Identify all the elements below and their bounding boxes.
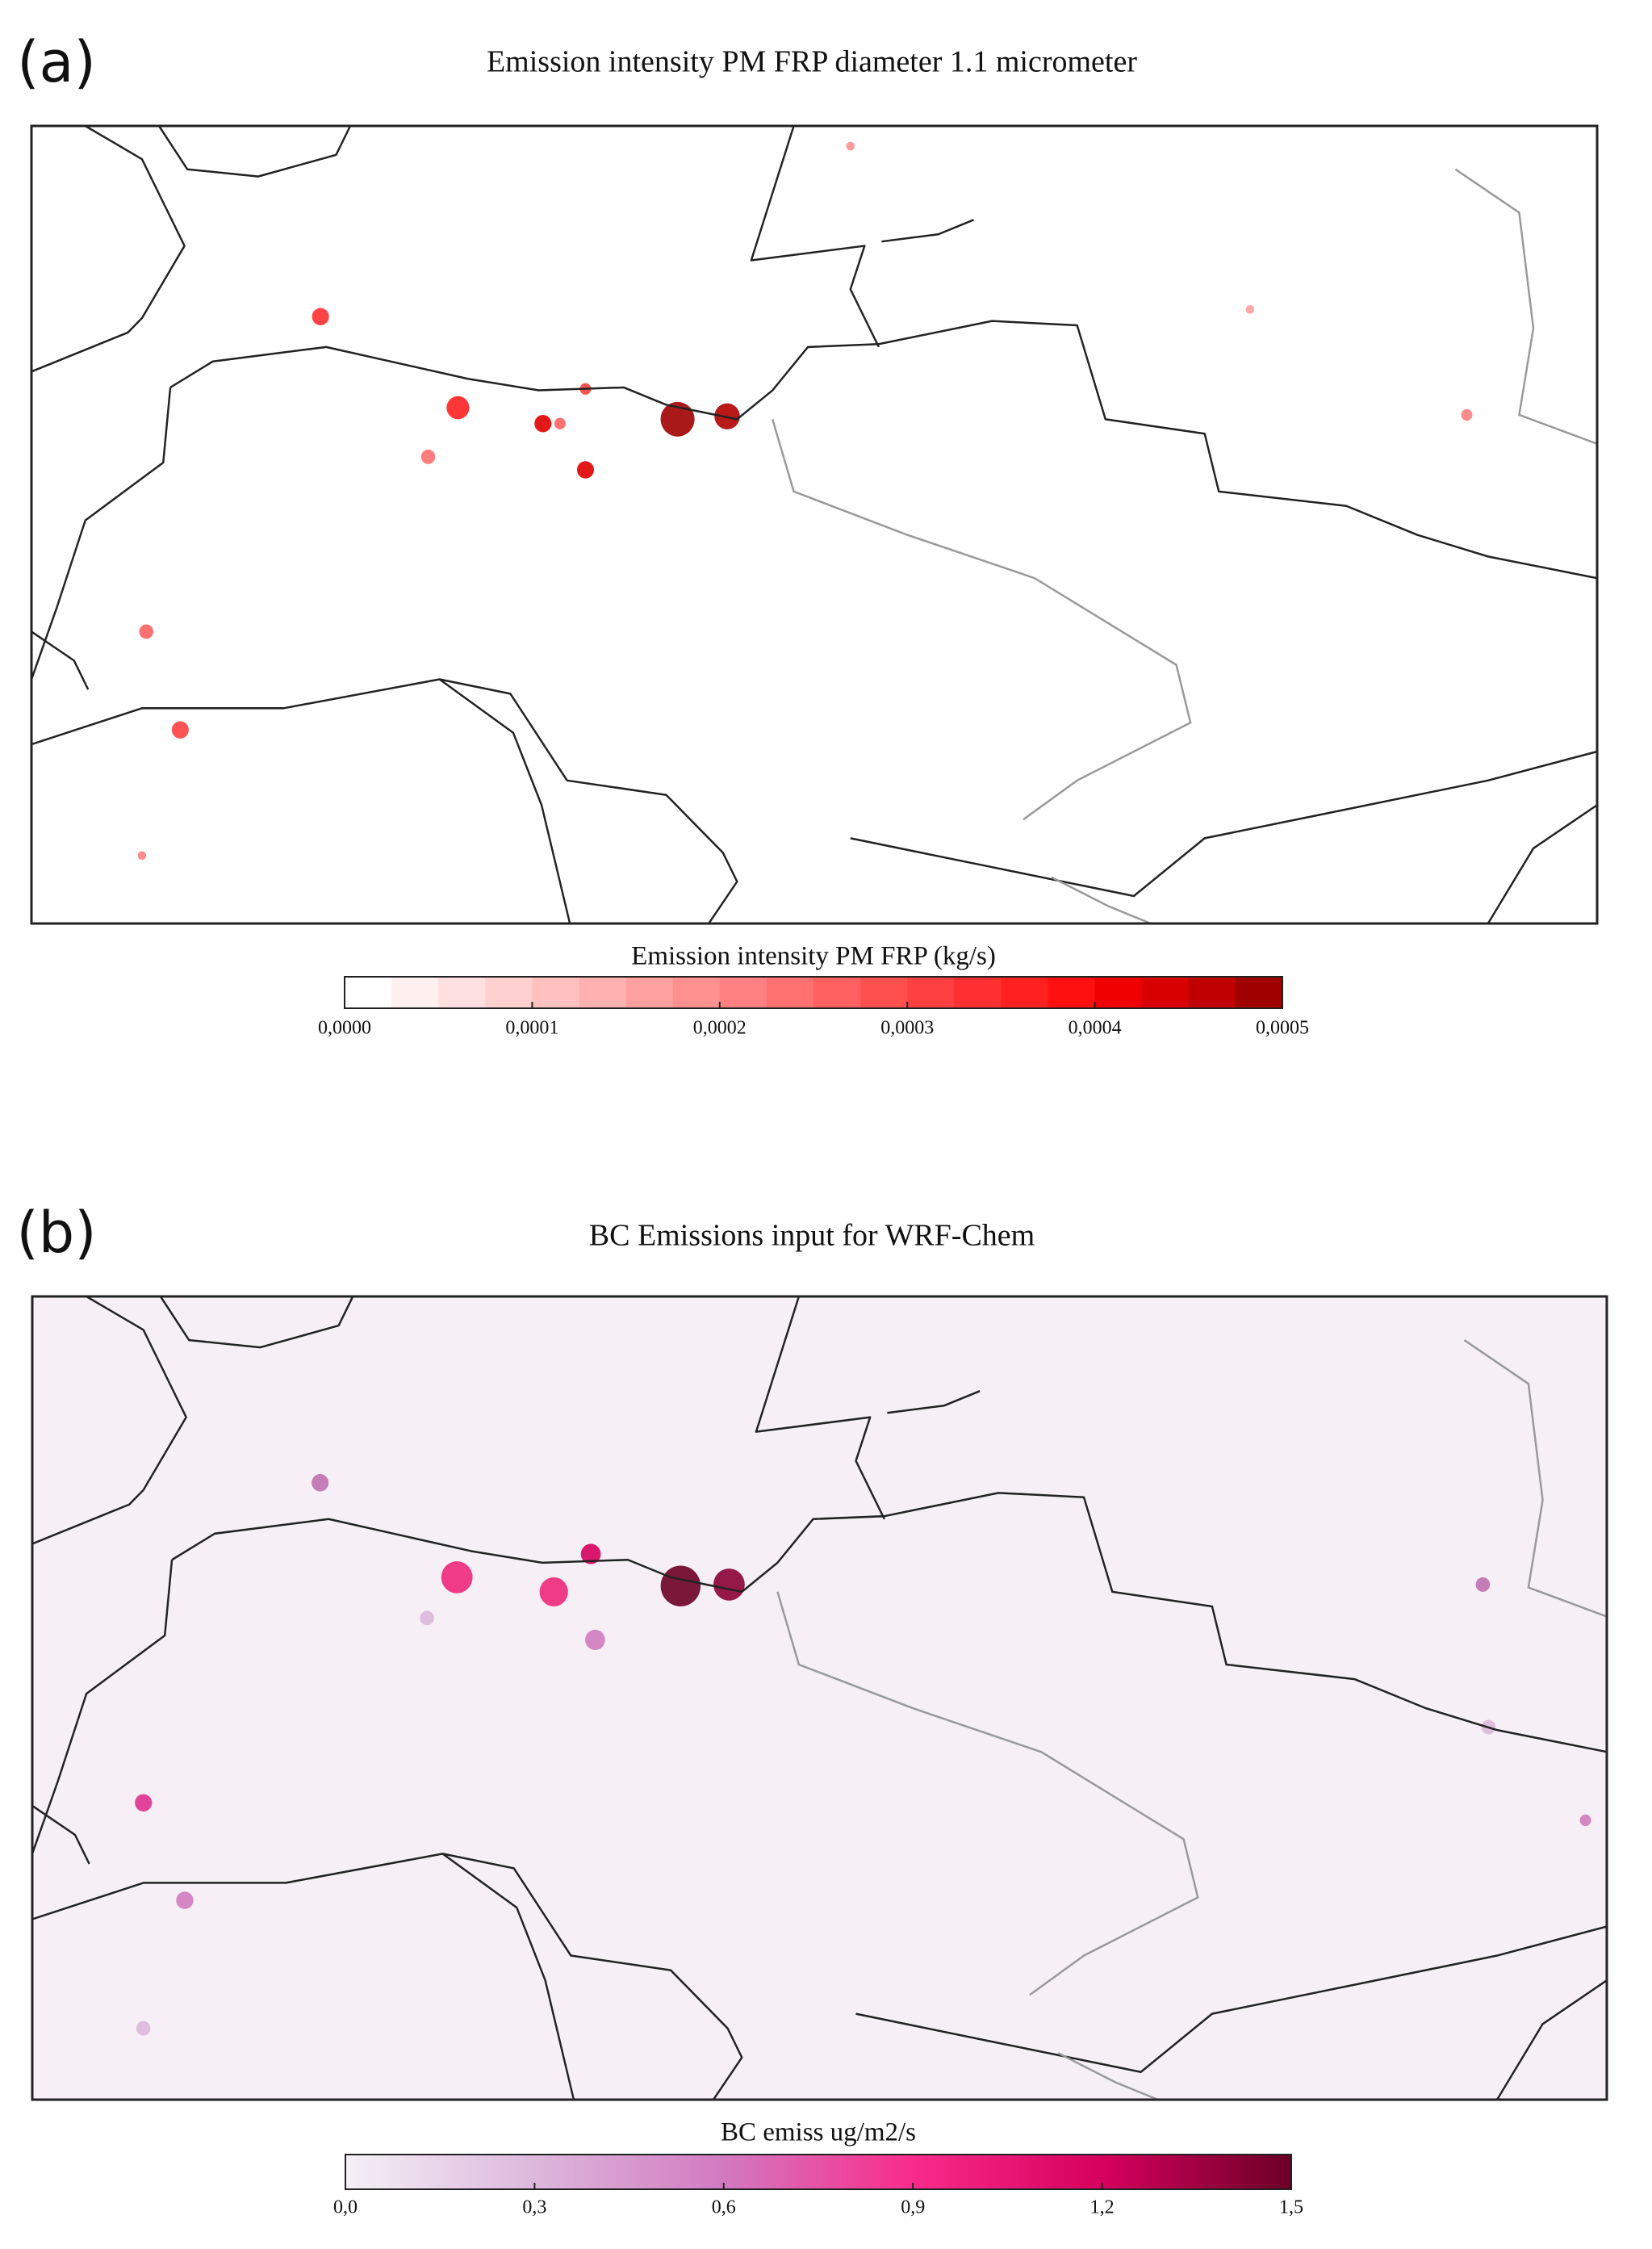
colorbar-bin — [1141, 977, 1190, 1008]
emission-spot — [585, 1629, 605, 1651]
colorbar-bin — [719, 977, 767, 1008]
emission-spot — [312, 308, 329, 325]
colorbar-tick-label: 0,9 — [901, 2197, 925, 2218]
emission-spot — [136, 2021, 151, 2036]
emission-spot — [137, 851, 147, 861]
emission-spot — [441, 1561, 473, 1594]
map — [31, 1295, 1608, 2101]
emission-spot — [135, 1794, 153, 1812]
emission-spot — [576, 461, 594, 479]
map-frame — [31, 1295, 1608, 2101]
panels: (a) Emission intensity PM FRP diameter 1.… — [16, 29, 1608, 2218]
colorbar-tick-label: 0,3 — [522, 2197, 546, 2218]
emission-spot — [1579, 1814, 1591, 1827]
colorbar-bin — [766, 977, 814, 1008]
colorbar-tick-label: 0,0 — [333, 2197, 358, 2218]
colorbar-bin — [1001, 977, 1048, 1008]
map-background — [32, 1296, 1607, 2100]
colorbar-frame — [345, 2154, 1292, 2190]
map-frame — [30, 124, 1599, 925]
emission-spot — [539, 1577, 568, 1606]
colorbar-bin — [438, 977, 486, 1008]
colorbar-frame — [344, 976, 1283, 1009]
colorbar-label: BC emiss ug/m2/s — [721, 2118, 916, 2147]
colorbar-tick-label: 0,0004 — [1069, 1018, 1122, 1039]
colorbar-bin — [1048, 977, 1096, 1008]
map-content — [31, 1295, 1608, 2101]
colorbar-bin — [907, 977, 955, 1008]
colorbar-bin — [485, 977, 533, 1008]
colorbar-bin — [579, 977, 627, 1008]
panel-title: Emission intensity PM FRP diameter 1.1 m… — [487, 45, 1137, 79]
emission-spot — [1475, 1577, 1491, 1592]
emission-spot — [554, 417, 566, 429]
emission-spot — [312, 1473, 329, 1492]
colorbar-label: Emission intensity PM FRP (kg/s) — [631, 942, 996, 971]
map-background — [31, 126, 1597, 923]
colorbar-bin — [391, 977, 439, 1008]
colorbar-tick-label: 0,6 — [712, 2197, 736, 2218]
panel-label: (a) — [17, 29, 96, 95]
panel: (a) Emission intensity PM FRP diameter 1.… — [17, 29, 1599, 1039]
colorbar-tick-label: 0,0001 — [505, 1018, 558, 1039]
emission-spot — [176, 1891, 194, 1909]
emission-spot — [534, 414, 552, 433]
colorbar-bin — [532, 977, 579, 1008]
emission-spot — [713, 1568, 745, 1601]
colorbar-bin — [1188, 977, 1236, 1008]
colorbar-bin — [954, 977, 1002, 1008]
map — [30, 124, 1599, 925]
emission-spot — [660, 1565, 701, 1606]
colorbar-bin — [813, 977, 861, 1008]
emission-spot — [420, 449, 436, 464]
emission-spot — [139, 624, 153, 639]
colorbar-tick-label: 0,0003 — [880, 1018, 934, 1039]
colorbar-tick-label: 0,0002 — [693, 1018, 747, 1039]
colorbar-bin — [625, 977, 674, 1008]
colorbar-tick-label: 1,5 — [1279, 2197, 1303, 2218]
colorbar-tick-label: 0,0000 — [318, 1018, 371, 1039]
emission-spot — [171, 721, 189, 739]
panel: (b) BC Emissions input for WRF-Chem BC emi… — [16, 1200, 1608, 2218]
colorbar-bin — [1235, 977, 1283, 1008]
colorbar-bin — [345, 977, 392, 1008]
map-content — [30, 124, 1599, 925]
panel-title: BC Emissions input for WRF-Chem — [589, 1219, 1035, 1253]
emission-spot — [580, 1543, 601, 1564]
emission-spot — [1461, 408, 1473, 421]
colorbar-tick-label: 1,2 — [1090, 2197, 1115, 2218]
panel-label: (b) — [16, 1200, 96, 1266]
emission-spot — [420, 1610, 434, 1626]
colorbar-tick-label: 0,0005 — [1256, 1018, 1309, 1039]
emission-spot — [846, 141, 855, 151]
colorbar-bin — [1094, 977, 1143, 1008]
colorbar — [345, 2155, 1291, 2189]
colorbar-bin — [672, 977, 721, 1008]
colorbar-bin — [860, 977, 908, 1008]
emission-spot — [446, 396, 470, 420]
emission-spot — [1245, 304, 1255, 314]
emission-spot — [660, 401, 695, 437]
